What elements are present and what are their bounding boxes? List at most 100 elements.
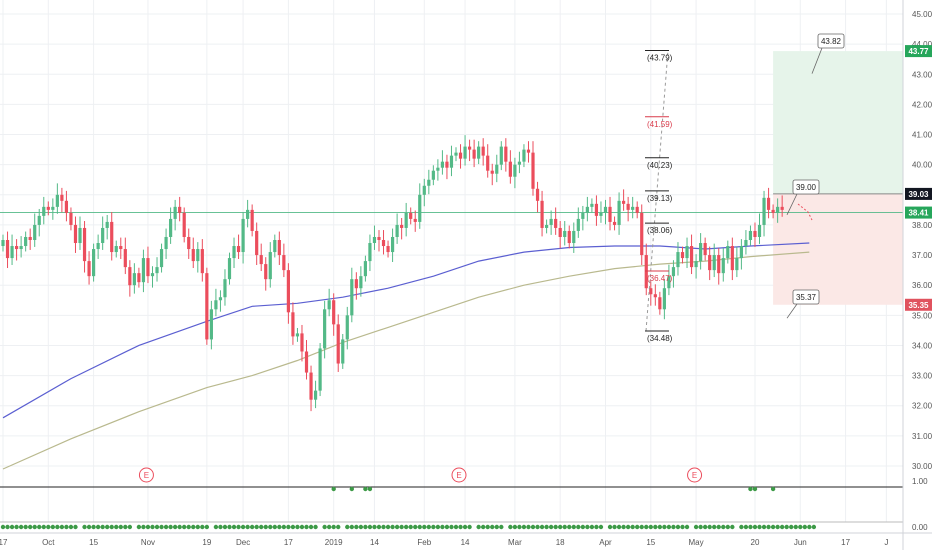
signal-dot	[231, 524, 237, 530]
signal-dot	[385, 524, 391, 530]
signal-dot	[213, 524, 219, 530]
earnings-marker	[687, 467, 703, 483]
signal-dot	[322, 524, 327, 530]
candle-body	[422, 185, 426, 195]
fib-level-label: (38.06)	[647, 226, 673, 235]
candle-body	[241, 218, 245, 253]
signal-dot	[91, 524, 96, 530]
signal-dot	[268, 524, 273, 530]
candle-body	[255, 230, 259, 256]
candle-body	[187, 236, 191, 250]
candle-body	[73, 224, 78, 244]
candle-body	[227, 258, 232, 280]
candle-body	[467, 146, 472, 150]
signal-dot	[59, 524, 65, 530]
signal-dot	[807, 524, 812, 530]
signal-dot	[163, 524, 169, 530]
candle-body	[286, 270, 290, 313]
signal-dot	[625, 524, 631, 530]
price-tick-label: 42.00	[912, 100, 932, 109]
time-tick-label: 20	[751, 538, 760, 547]
signal-dot	[702, 524, 708, 530]
candle-body	[381, 240, 386, 247]
signal-dot	[621, 524, 626, 530]
signal-dot	[499, 524, 504, 530]
candle-body	[350, 279, 354, 316]
signal-dot	[580, 524, 586, 530]
signal-dot	[349, 486, 355, 492]
candle-body	[250, 209, 254, 231]
time-tick-label: Nov	[141, 538, 155, 547]
signal-dot	[55, 524, 60, 530]
candle-body	[644, 255, 648, 289]
signal-dot	[712, 524, 717, 530]
candle-body	[336, 324, 340, 364]
candle-body	[735, 258, 739, 271]
ma-slow-line	[2, 251, 810, 470]
signal-dot	[304, 524, 309, 530]
signal-dot	[191, 524, 196, 530]
candle-body	[653, 294, 657, 298]
signal-dot	[23, 524, 28, 530]
candle-body	[558, 227, 562, 237]
candle-body	[309, 372, 313, 400]
candle-body	[78, 227, 82, 244]
signal-dot	[635, 524, 640, 530]
price-tick-label: 34.00	[912, 341, 932, 350]
signal-dot	[95, 524, 101, 530]
signal-dot	[770, 524, 776, 530]
candle-body	[137, 273, 141, 283]
fib-level-label: (41.59)	[647, 120, 673, 129]
candle-body	[101, 227, 105, 244]
signal-dot	[571, 524, 576, 530]
candle-body	[667, 276, 671, 289]
earnings-label: E	[144, 471, 149, 480]
time-tick-label: 14	[461, 538, 470, 547]
candle-body	[694, 261, 698, 268]
candle-body	[19, 246, 23, 250]
time-tick-label: Dec	[236, 538, 250, 547]
candle-body	[155, 267, 159, 274]
price-tick-label: 31.00	[912, 432, 932, 441]
candle-body	[603, 206, 608, 213]
signal-dot	[281, 524, 287, 530]
candle-body	[28, 236, 32, 240]
indicator-tick-label: 1.00	[912, 477, 928, 486]
signal-dot	[426, 524, 432, 530]
candle-body	[390, 236, 395, 253]
candle-body	[477, 146, 481, 159]
signal-dot	[308, 524, 314, 530]
signal-dot	[349, 524, 355, 530]
callout-pointer	[811, 47, 823, 74]
fib-level-label: (34.48)	[647, 334, 673, 343]
signal-dot	[27, 524, 33, 530]
signal-dot	[811, 524, 817, 530]
signal-dot	[585, 524, 590, 530]
signal-dot	[37, 524, 42, 530]
candle-body	[341, 339, 345, 364]
signal-dot	[240, 524, 246, 530]
candle-body	[594, 203, 599, 216]
signal-dot	[517, 524, 522, 530]
candle-body	[46, 206, 50, 210]
candle-body	[277, 240, 281, 256]
candle-body	[753, 230, 757, 237]
signal-dot	[662, 524, 667, 530]
signal-dot	[200, 524, 205, 530]
earnings-label: E	[692, 471, 697, 480]
candle-body	[150, 273, 155, 277]
candle-body	[757, 224, 762, 237]
signal-dot	[752, 486, 758, 492]
candle-body	[771, 209, 775, 213]
price-tick-label: 45.00	[912, 10, 932, 19]
candle-body	[214, 300, 218, 310]
signal-dot	[222, 524, 228, 530]
candle-body	[119, 246, 123, 250]
candle-body	[182, 212, 186, 237]
candle-body	[581, 212, 585, 219]
signal-dot	[263, 524, 268, 530]
candle-body	[762, 197, 766, 225]
candle-body	[191, 249, 195, 262]
